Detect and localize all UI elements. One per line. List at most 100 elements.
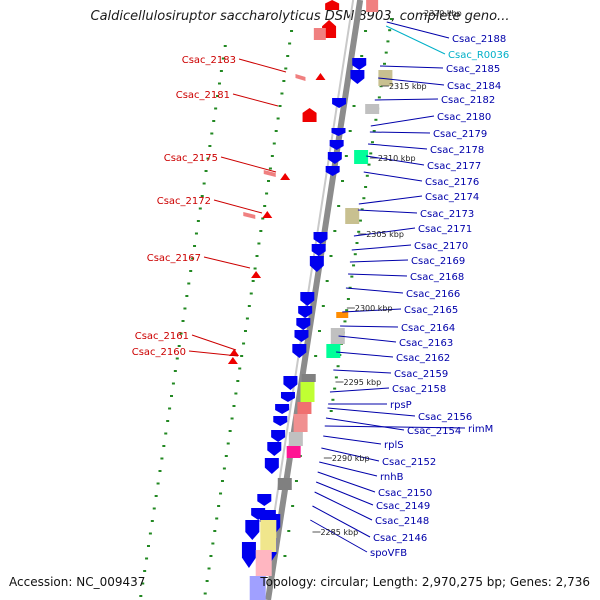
track-tick: [145, 557, 149, 560]
reverse-gene: [366, 0, 379, 12]
track-tick: [204, 170, 208, 172]
track-tick: [329, 255, 333, 257]
forward-gene: [350, 70, 365, 84]
right-gene-label: Csac_2174: [425, 192, 479, 203]
track-tick: [263, 205, 267, 207]
track-tick: [286, 55, 290, 57]
track-tick: [185, 295, 189, 297]
forward-gene: [292, 344, 307, 358]
feature-block: [297, 402, 312, 414]
track-tick: [217, 505, 221, 507]
track-tick: [331, 398, 335, 401]
track-tick: [268, 167, 272, 170]
right-label-line: [323, 435, 382, 445]
left-gene-label: Csac_2183: [182, 55, 236, 66]
forward-gene: [296, 318, 311, 330]
right-label-line: [338, 335, 397, 343]
track-tick: [198, 207, 202, 210]
right-gene-label: Csac_2165: [404, 305, 458, 316]
right-gene-label: Csac_R0036: [448, 50, 509, 61]
track-tick: [171, 382, 175, 385]
track-tick: [287, 530, 291, 532]
track-tick: [212, 120, 216, 122]
track-tick: [187, 282, 191, 285]
track-tick: [364, 186, 368, 188]
track-tick: [384, 51, 388, 54]
track-tick: [344, 155, 348, 157]
track-tick: [170, 395, 174, 397]
right-label-line: [374, 98, 439, 101]
track-tick: [216, 95, 220, 97]
right-gene-label: Csac_2164: [401, 323, 455, 334]
track-tick: [261, 217, 265, 220]
forward-gene: [257, 494, 272, 506]
track-tick: [242, 342, 246, 345]
track-tick: [360, 55, 364, 57]
track-tick: [249, 292, 253, 295]
feature-block: [288, 432, 303, 446]
reverse-gene-marker: [251, 271, 262, 278]
right-label-line: [325, 417, 405, 431]
track-tick: [181, 320, 185, 322]
track-tick: [348, 286, 352, 289]
track-tick: [383, 62, 387, 65]
track-tick: [348, 130, 352, 132]
reverse-gene-small: [263, 170, 276, 177]
right-gene-label: Csac_2159: [394, 369, 448, 380]
track-tick: [367, 163, 371, 166]
left-gene-label: Csac_2160: [132, 347, 186, 358]
track-tick: [370, 141, 374, 144]
reverse-gene-small: [295, 74, 306, 81]
right-label-line: [386, 21, 450, 39]
right-label-line: [310, 519, 368, 553]
track-tick: [243, 330, 247, 332]
right-gene-label: rnhB: [380, 472, 404, 483]
right-label-line: [363, 171, 423, 182]
reverse-gene-small: [243, 212, 256, 219]
track-tick: [291, 505, 295, 507]
track-tick: [372, 130, 376, 132]
track-tick: [162, 445, 166, 447]
track-tick: [220, 480, 224, 482]
reverse-gene: [313, 28, 326, 40]
feature-block: [277, 478, 292, 490]
track-tick: [219, 492, 223, 495]
right-label-line: [370, 115, 435, 127]
forward-gene: [352, 58, 367, 70]
right-label-line: [327, 407, 416, 417]
forward-gene: [325, 166, 340, 176]
track-tick: [236, 380, 240, 382]
right-gene-label: Csac_2178: [430, 145, 484, 156]
track-tick: [314, 355, 318, 357]
right-label-line: [342, 308, 402, 313]
track-tick: [154, 495, 158, 497]
left-gene-label: Csac_2172: [157, 196, 211, 207]
label-layer: 2315 kbp 2310 kbp 2305 kbp 2300 kbp 2295 kbp…: [132, 9, 510, 559]
track-tick: [334, 376, 338, 379]
track-tick: [360, 208, 364, 211]
right-label-line: [367, 143, 428, 150]
right-gene-label: Csac_2146: [373, 533, 427, 544]
left-label-line: [232, 93, 279, 107]
right-gene-label: Csac_2168: [410, 272, 464, 283]
forward-gene: [271, 430, 286, 442]
track-tick: [217, 82, 221, 85]
feature-block: [336, 312, 349, 318]
track-tick: [238, 367, 242, 370]
track-tick: [211, 542, 215, 545]
right-gene-label: Csac_2171: [418, 224, 472, 235]
track-tick: [357, 230, 361, 233]
feature-block: [260, 520, 277, 552]
track-tick: [223, 45, 227, 47]
track-tick: [388, 29, 392, 32]
track-tick: [365, 174, 369, 177]
feature-block: [330, 328, 345, 344]
right-label-line: [358, 195, 423, 205]
right-gene-label: Csac_2154: [407, 426, 461, 437]
track-tick: [259, 230, 263, 232]
right-label-line: [340, 325, 399, 328]
reverse-gene-marker: [280, 173, 291, 180]
track-tick: [209, 555, 213, 557]
track-tick: [232, 405, 236, 407]
track-tick: [280, 92, 284, 95]
